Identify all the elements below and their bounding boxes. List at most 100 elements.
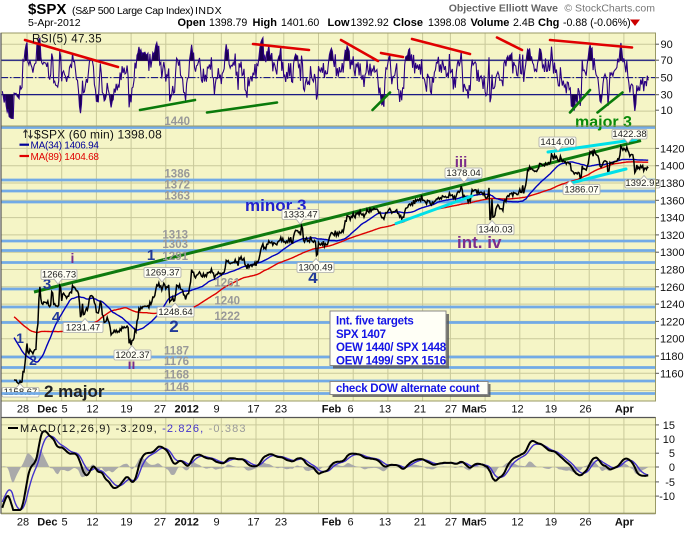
svg-text:5: 5 [61, 404, 67, 416]
svg-text:Mar: Mar [462, 404, 482, 416]
svg-text:iii: iii [455, 154, 468, 171]
svg-text:1202.37: 1202.37 [115, 350, 149, 361]
svg-text:10: 10 [661, 105, 673, 117]
svg-text:1300: 1300 [660, 247, 684, 259]
svg-text:21: 21 [414, 517, 426, 529]
svg-text:27: 27 [154, 517, 166, 529]
svg-text:21: 21 [414, 404, 426, 416]
svg-text:Close: Close [393, 17, 423, 29]
svg-text:1303: 1303 [162, 239, 188, 251]
svg-text:Low: Low [328, 17, 350, 29]
svg-text:1248.64: 1248.64 [158, 307, 192, 318]
svg-text:MA(34) 1406.94: MA(34) 1406.94 [31, 141, 100, 152]
svg-text:1386.07: 1386.07 [564, 185, 598, 196]
svg-text:13: 13 [379, 517, 391, 529]
svg-text:2.4B: 2.4B [513, 17, 535, 29]
svg-text:1340.03: 1340.03 [478, 225, 512, 236]
svg-text:1333.47: 1333.47 [283, 210, 317, 221]
svg-text:Apr: Apr [615, 517, 635, 529]
svg-text:1240: 1240 [214, 296, 240, 308]
svg-text:1: 1 [147, 247, 155, 264]
svg-text:1187: 1187 [164, 346, 189, 358]
svg-text:(S&P 500 Large Cap Index): (S&P 500 Large Cap Index) [72, 5, 193, 17]
svg-text:6: 6 [347, 517, 353, 529]
svg-text:MA(89) 1404.68: MA(89) 1404.68 [31, 152, 100, 163]
svg-text:1180: 1180 [660, 351, 684, 363]
svg-text:$SPX (60 min) 1398.08: $SPX (60 min) 1398.08 [34, 128, 162, 142]
svg-text:1380: 1380 [660, 178, 684, 190]
svg-text:1176: 1176 [164, 356, 189, 368]
svg-text:1392.92: 1392.92 [625, 178, 659, 189]
svg-text:1200: 1200 [660, 334, 684, 346]
svg-text:70: 70 [661, 55, 673, 67]
svg-text:1313: 1313 [162, 230, 188, 242]
svg-text:23: 23 [275, 404, 287, 416]
svg-text:5-Apr-2012: 5-Apr-2012 [28, 17, 81, 29]
svg-text:Feb: Feb [322, 517, 342, 529]
svg-text:-5: -5 [665, 477, 675, 489]
svg-text:1: 1 [16, 330, 24, 346]
svg-text:12: 12 [86, 404, 98, 416]
svg-text:4: 4 [308, 268, 318, 287]
svg-text:1261: 1261 [214, 278, 240, 290]
svg-text:23: 23 [275, 517, 287, 529]
svg-text:MACD(12,26,9) -3.209, -2.826,: MACD(12,26,9) -3.209, -2.826, -0.383 [20, 423, 247, 435]
svg-text:RSI(5) 47.35: RSI(5) 47.35 [32, 34, 102, 46]
svg-text:9: 9 [213, 404, 219, 416]
svg-text:-10: -10 [659, 491, 675, 503]
svg-text:Feb: Feb [322, 404, 342, 416]
svg-text:1420: 1420 [660, 143, 684, 155]
svg-text:27: 27 [445, 517, 457, 529]
svg-text:1266.73: 1266.73 [42, 270, 76, 281]
svg-text:1269.37: 1269.37 [145, 268, 179, 279]
svg-text:High: High [253, 17, 278, 29]
svg-text:1320: 1320 [660, 230, 684, 242]
svg-text:26: 26 [579, 517, 591, 529]
svg-text:6: 6 [347, 404, 353, 416]
svg-text:26: 26 [579, 404, 591, 416]
svg-text:1300.49: 1300.49 [298, 263, 332, 274]
svg-text:Open: Open [178, 17, 206, 29]
svg-text:major 3: major 3 [575, 114, 632, 131]
svg-text:12: 12 [86, 517, 98, 529]
svg-text:28: 28 [17, 517, 29, 529]
svg-text:Objective Elliott Wave: Objective Elliott Wave [449, 3, 558, 15]
svg-text:1440: 1440 [164, 116, 190, 128]
svg-text:1160: 1160 [660, 368, 684, 380]
svg-text:1168: 1168 [164, 370, 190, 382]
svg-text:9: 9 [213, 517, 219, 529]
svg-text:4: 4 [52, 309, 61, 326]
svg-text:© StockCharts.com: © StockCharts.com [564, 3, 655, 15]
svg-text:19: 19 [120, 517, 132, 529]
svg-text:27: 27 [445, 404, 457, 416]
svg-text:28: 28 [17, 404, 29, 416]
svg-text:$SPX: $SPX [28, 1, 66, 18]
svg-text:2: 2 [29, 352, 37, 368]
svg-text:int. iv: int. iv [457, 233, 502, 252]
svg-text:SPX 1407: SPX 1407 [336, 329, 386, 341]
svg-text:12: 12 [511, 517, 523, 529]
svg-text:1392.92: 1392.92 [351, 17, 389, 29]
svg-text:17: 17 [247, 404, 259, 416]
svg-text:1372: 1372 [164, 180, 190, 192]
svg-text:1398.08: 1398.08 [428, 17, 466, 29]
svg-text:1414.00: 1414.00 [540, 137, 574, 148]
svg-text:1400: 1400 [660, 161, 684, 173]
svg-text:15: 15 [663, 420, 675, 432]
svg-text:0: 0 [669, 462, 675, 474]
svg-text:1240: 1240 [660, 299, 684, 311]
svg-text:27: 27 [154, 404, 166, 416]
svg-text:10: 10 [663, 434, 675, 446]
svg-text:50: 50 [661, 73, 673, 85]
svg-text:1146: 1146 [164, 382, 189, 394]
svg-text:check DOW alternate count: check DOW alternate count [336, 383, 480, 395]
svg-text:i: i [71, 250, 75, 266]
svg-text:1398.79: 1398.79 [209, 17, 247, 29]
svg-text:19: 19 [545, 404, 557, 416]
svg-text:1422.38: 1422.38 [612, 129, 646, 140]
svg-text:2012: 2012 [174, 517, 198, 529]
svg-text:INDX: INDX [195, 5, 222, 17]
svg-text:1231.47: 1231.47 [66, 323, 100, 334]
svg-text:OEW 1440/ SPX 1448: OEW 1440/ SPX 1448 [336, 342, 447, 354]
svg-text:Dec: Dec [37, 517, 57, 529]
